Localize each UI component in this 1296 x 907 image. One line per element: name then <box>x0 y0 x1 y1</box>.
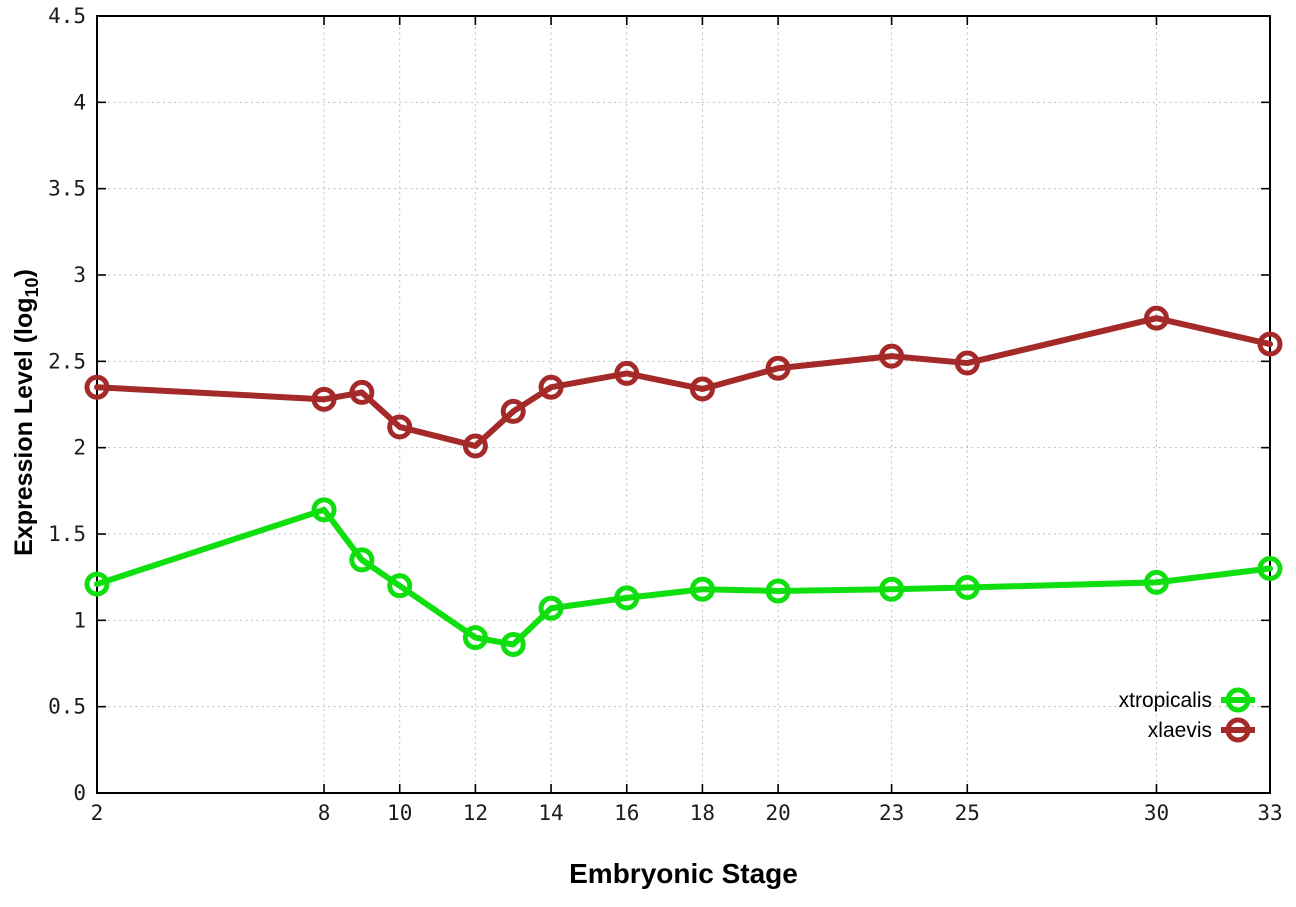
legend-label: xtropicalis <box>1119 689 1212 712</box>
data-point <box>349 547 375 573</box>
legend-label: xlaevis <box>1148 719 1212 742</box>
data-point <box>879 343 905 369</box>
data-point <box>689 576 715 602</box>
y-tick-label: 1.5 <box>48 522 86 546</box>
x-tick-label: 33 <box>1257 801 1282 825</box>
data-point <box>1257 331 1283 357</box>
x-axis-title: Embryonic Stage <box>569 858 798 889</box>
data-point <box>500 632 526 658</box>
tick-marks <box>96 15 1271 794</box>
data-point <box>765 578 791 604</box>
series-xlaevis <box>84 305 1283 459</box>
legend-item-xlaevis: xlaevis <box>1148 717 1255 743</box>
data-point <box>462 433 488 459</box>
x-tick-label: 14 <box>538 801 563 825</box>
data-point <box>387 414 413 440</box>
data-point <box>387 573 413 599</box>
y-axis-title: Expression Level (log10) <box>10 269 42 556</box>
x-tick-label: 18 <box>690 801 715 825</box>
data-point <box>311 386 337 412</box>
y-tick-label: 2 <box>73 436 86 460</box>
data-point <box>349 379 375 405</box>
y-tick-label: 1 <box>73 608 86 632</box>
x-tick-label: 16 <box>614 801 639 825</box>
x-tick-label: 12 <box>463 801 488 825</box>
data-point <box>84 571 110 597</box>
legend: xtropicalis xlaevis <box>1119 687 1255 743</box>
data-point <box>614 585 640 611</box>
legend-marker-sample <box>1225 717 1251 743</box>
data-point <box>84 374 110 400</box>
y-tick-label: 4.5 <box>48 4 86 28</box>
y-tick-label: 2.5 <box>48 349 86 373</box>
data-point <box>879 576 905 602</box>
y-tick-label: 0.5 <box>48 695 86 719</box>
data-point <box>1257 556 1283 582</box>
y-tick-label: 3 <box>73 263 86 287</box>
data-point <box>954 575 980 601</box>
data-point <box>500 398 526 424</box>
plot-border <box>96 15 1271 794</box>
x-tick-label: 8 <box>318 801 331 825</box>
data-point <box>614 360 640 386</box>
series-line <box>94 506 1273 648</box>
x-tick-label: 2 <box>91 801 104 825</box>
legend-item-xtropicalis: xtropicalis <box>1119 687 1255 713</box>
x-tick-label: 23 <box>879 801 904 825</box>
series-xtropicalis <box>84 497 1283 658</box>
data-point <box>1143 305 1169 331</box>
x-tick-label: 30 <box>1144 801 1169 825</box>
data-point <box>1143 569 1169 595</box>
data-point <box>765 355 791 381</box>
x-tick-label: 10 <box>387 801 412 825</box>
data-point <box>462 625 488 651</box>
data-point <box>954 350 980 376</box>
y-tick-label: 0 <box>73 781 86 805</box>
data-point <box>311 497 337 523</box>
data-point <box>689 376 715 402</box>
data-point <box>538 374 564 400</box>
gridlines <box>96 15 1271 794</box>
data-point <box>538 595 564 621</box>
x-tick-label: 20 <box>765 801 790 825</box>
y-tick-labels: 0 0.5 1 1.5 2 2.5 3 3.5 4 4.5 <box>48 4 86 805</box>
y-tick-label: 3.5 <box>48 177 86 201</box>
x-tick-label: 25 <box>955 801 980 825</box>
series-line <box>94 315 1273 449</box>
x-tick-labels: 2 8 10 12 14 16 18 20 23 25 30 33 <box>91 801 1283 825</box>
y-tick-label: 4 <box>73 90 86 114</box>
legend-marker-sample <box>1225 687 1251 713</box>
